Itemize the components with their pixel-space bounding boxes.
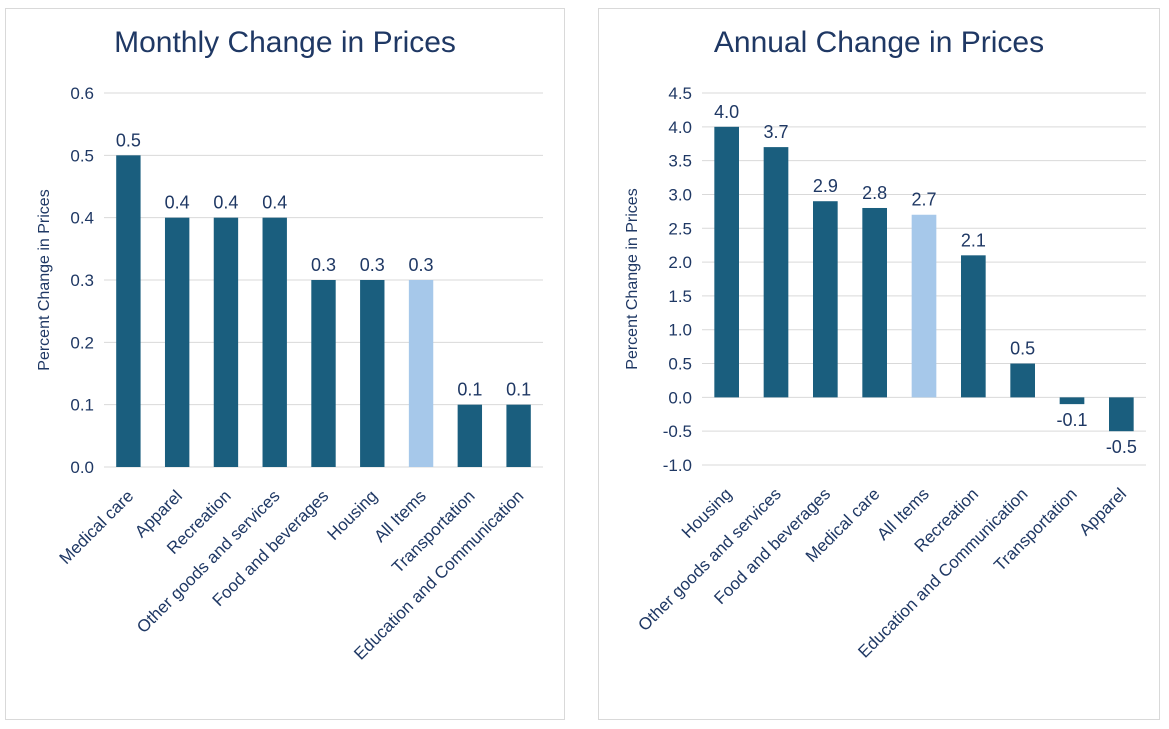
y-tick-label: 0.0 (668, 388, 692, 407)
chart-title: Annual Change in Prices (713, 26, 1045, 59)
monthly-chart-svg: 0.0 0.1 0.2 0.3 0.4 0.5 0.6 Percent Change in P… (36, 84, 543, 664)
y-tick-label: 4.5 (668, 84, 692, 103)
bar (506, 404, 531, 467)
annual-chart-panel: Annual Change in Prices -1.0 -0.5 0.0 0.5 1.… (598, 8, 1160, 720)
bar (1010, 363, 1035, 398)
data-label: 0.4 (213, 193, 238, 213)
annual-chart-svg: -1.0 -0.5 0.0 0.5 1.0 1.5 2.0 2.5 3.0 3.5 4.0 4.5 Pe… (624, 84, 1146, 662)
bar (164, 217, 190, 467)
data-label: 0.3 (409, 255, 434, 275)
bar (911, 214, 937, 398)
bar (813, 201, 838, 398)
bar (714, 126, 739, 398)
monthly-chart-panel: Monthly Change in Prices 0.0 0.1 0.2 0.3 0.4… (5, 8, 565, 720)
bar (862, 207, 887, 398)
data-label: 0.3 (360, 255, 385, 275)
bar (457, 404, 483, 467)
bar (1059, 397, 1085, 405)
bar (116, 155, 141, 468)
data-label: 0.5 (116, 130, 141, 150)
y-tick-label: 1.0 (668, 321, 692, 340)
data-label: 0.3 (311, 255, 336, 275)
y-tick-label: 0.4 (70, 209, 94, 228)
bar (408, 280, 434, 467)
x-tick-label: Apparel (1075, 484, 1130, 539)
y-tick-label: 4.0 (668, 118, 692, 137)
y-tick-label: 2.5 (668, 219, 692, 238)
y-tick-label: 0.5 (70, 146, 94, 165)
bar (311, 280, 336, 467)
bar (1109, 397, 1134, 432)
y-tick-label: 0.1 (70, 396, 94, 415)
y-tick-label: 3.5 (668, 152, 692, 171)
data-label: 0.5 (1010, 339, 1035, 359)
data-label: 2.9 (813, 176, 838, 196)
bar (262, 217, 287, 467)
y-tick-label: -0.5 (663, 422, 692, 441)
bar (360, 280, 385, 467)
bar (763, 147, 789, 398)
data-label: 3.7 (763, 122, 788, 142)
y-axis-label: Percent Change in Prices (36, 189, 53, 370)
data-label: 2.1 (961, 230, 986, 250)
data-label: 2.7 (911, 190, 936, 210)
y-tick-label: 1.5 (668, 287, 692, 306)
y-tick-label: -1.0 (663, 456, 692, 475)
y-tick-label: 0.6 (70, 84, 94, 103)
y-tick-label: 0.0 (70, 458, 94, 477)
y-tick-label: 2.0 (668, 253, 692, 272)
y-tick-label: 0.3 (70, 271, 94, 290)
y-tick-label: 0.5 (668, 355, 692, 374)
data-label: 0.4 (165, 193, 190, 213)
data-label: 0.4 (262, 193, 287, 213)
y-tick-label: 3.0 (668, 185, 692, 204)
data-label: 0.1 (457, 380, 482, 400)
y-axis-label: Percent Change in Prices (624, 188, 641, 369)
y-tick-label: 0.2 (70, 333, 94, 352)
x-tick-label: Medical care (56, 486, 138, 568)
data-label: -0.5 (1106, 437, 1137, 457)
data-label: 0.1 (506, 380, 531, 400)
data-label: -0.1 (1056, 410, 1087, 430)
chart-title: Monthly Change in Prices (114, 26, 456, 59)
data-label: 4.0 (714, 102, 739, 122)
data-label: 2.8 (862, 183, 887, 203)
bar (213, 217, 239, 467)
bar (961, 255, 986, 398)
